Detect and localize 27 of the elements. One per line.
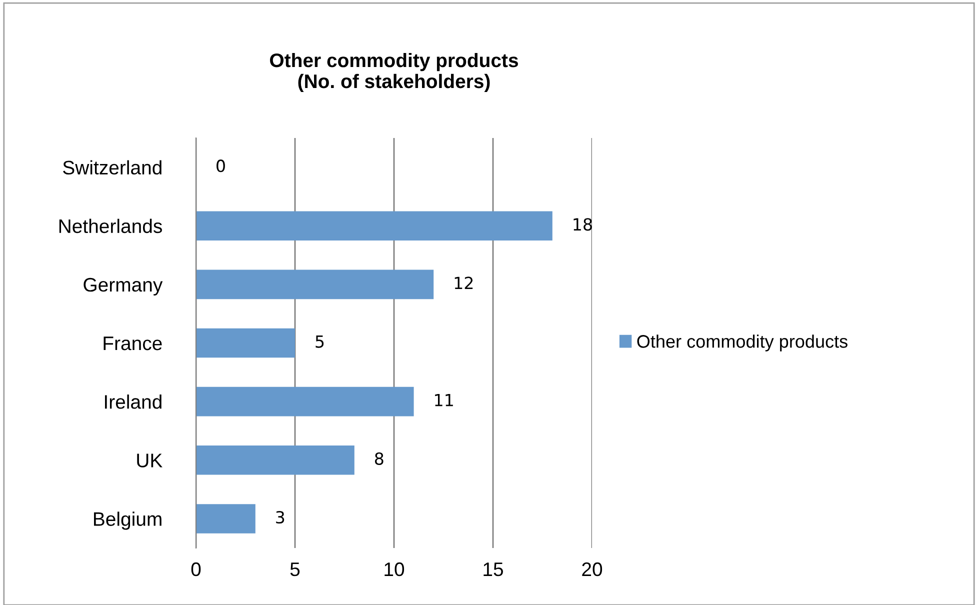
chart-title: Other commodity products (No. of stakeholders) — [270, 52, 518, 92]
data-label: 5 — [316, 335, 324, 348]
x-tick-label: 20 — [582, 562, 602, 576]
data-label: 3 — [276, 510, 284, 524]
bar — [196, 328, 295, 358]
y-tick-label: UK — [137, 454, 162, 468]
legend-label: Other commodity products — [637, 334, 848, 352]
y-tick-label: Ireland — [105, 394, 162, 409]
y-tick-label: Germany — [84, 278, 163, 296]
x-tick-label: 10 — [384, 562, 404, 576]
x-tick-label: 5 — [290, 562, 300, 576]
x-tick-label: 0 — [191, 562, 201, 576]
bar — [196, 270, 434, 300]
bar — [196, 446, 354, 475]
bar — [196, 386, 414, 416]
y-tick-label: Belgium — [94, 512, 162, 530]
data-label: 0 — [216, 160, 225, 172]
bar — [196, 504, 256, 534]
x-tick-label: 15 — [484, 562, 503, 576]
bar — [196, 211, 552, 240]
y-tick-label: Netherlands — [59, 218, 162, 234]
data-label: 11 — [435, 394, 453, 406]
data-label: 8 — [374, 452, 384, 465]
y-tick-label: Switzerland — [63, 160, 162, 175]
data-label: 18 — [574, 218, 592, 231]
data-label: 12 — [454, 276, 473, 290]
y-tick-label: France — [104, 336, 162, 350]
